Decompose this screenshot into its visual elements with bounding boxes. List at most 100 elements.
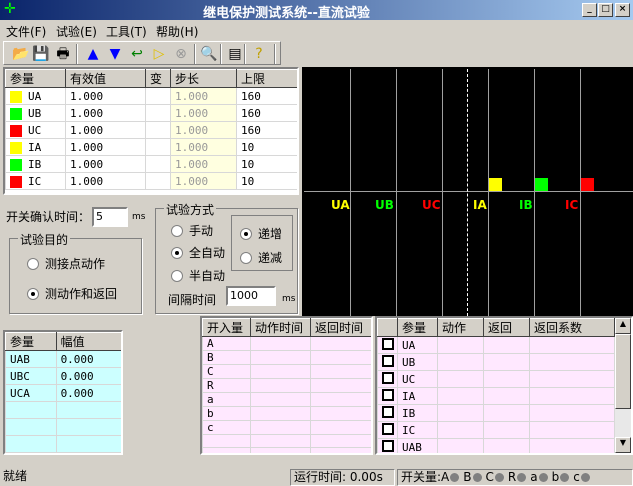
grid-line [350,69,351,316]
return-time-cell [310,364,371,379]
row-checkbox-cell[interactable] [377,438,398,453]
result-ratio-cell [529,353,615,371]
mode-title: 试验方式 [164,201,217,218]
param-value[interactable]: 1.000 [65,104,146,122]
row-checkbox-cell[interactable] [377,421,398,439]
mode-radio-manual[interactable]: 手动 [171,222,213,239]
app-icon: ✛ [4,1,16,17]
param-step[interactable]: 1.000 [170,121,237,139]
param-value[interactable]: 1.000 [65,138,146,156]
param-step[interactable]: 1.000 [170,155,237,173]
row-checkbox-cell[interactable] [377,370,398,388]
param-limit[interactable]: 10 [236,155,297,173]
result-action-cell [437,438,484,453]
empty-cell [5,418,57,436]
menu-test[interactable]: 试验(E) [56,25,97,39]
param-limit[interactable]: 10 [236,138,297,156]
param-limit[interactable]: 10 [236,172,297,190]
stop-icon[interactable]: ⊗ [175,46,187,62]
param-value[interactable]: 1.000 [65,87,146,105]
row-checkbox-cell[interactable] [377,387,398,405]
param-limit[interactable]: 160 [236,87,297,105]
menu-help[interactable]: 帮助(H) [156,25,199,39]
interval-input[interactable]: 1000 [226,286,276,306]
result-ratio-cell [529,336,615,354]
line-param: UCA [5,384,57,402]
color-swatch [10,175,22,188]
purpose-radio-contact[interactable]: 测接点动作 [27,255,105,272]
checkbox[interactable] [382,405,394,418]
param-step[interactable]: 1.000 [170,87,237,105]
line-amplitude[interactable]: 0.000 [55,384,121,402]
line-row: UBC 0.000 [5,367,121,385]
vertical-scrollbar[interactable]: ▲ ▼ [615,318,631,453]
result-row: UC [377,370,615,388]
color-swatch [10,90,22,103]
row-checkbox-cell[interactable] [377,336,398,354]
result-return-cell [483,370,530,388]
decrease-icon[interactable]: ▼ [109,46,121,62]
row-checkbox-cell[interactable] [377,404,398,422]
print-icon[interactable]: 🖶 [56,46,70,62]
close-button[interactable]: × [615,3,630,17]
param-step[interactable]: 1.000 [170,172,237,190]
mode-radio-auto[interactable]: 全自动 [171,244,225,261]
direction-radio-increase[interactable]: 递增 [240,225,282,242]
save-icon[interactable]: 💾 [32,46,50,62]
confirm-time-input[interactable]: 5 [92,207,128,227]
checkbox[interactable] [382,371,394,384]
mode-radio-semi-auto[interactable]: 半自动 [171,267,225,284]
switch-indicator-led [472,473,482,482]
open-folder-icon[interactable]: 📂 [12,46,30,62]
param-change[interactable] [145,138,171,156]
line-amplitude[interactable]: 0.000 [55,350,121,368]
line-amplitude[interactable]: 0.000 [55,367,121,385]
calculator-icon[interactable]: ▤ [228,46,242,62]
param-row[interactable]: UC 1.000 1.000 160 [5,121,297,139]
start-icon[interactable]: ▷ [153,46,165,62]
checkbox[interactable] [382,422,394,435]
param-change[interactable] [145,172,171,190]
param-value[interactable]: 1.000 [65,155,146,173]
param-change[interactable] [145,155,171,173]
param-row[interactable]: UA 1.000 1.000 160 [5,87,297,105]
scroll-thumb[interactable] [615,334,631,409]
scroll-up-button[interactable]: ▲ [615,318,631,334]
maximize-button[interactable]: □ [598,3,613,17]
switch-row: A [202,336,371,351]
param-value[interactable]: 1.000 [65,172,146,190]
param-value[interactable]: 1.000 [65,121,146,139]
param-row[interactable]: IC 1.000 1.000 10 [5,172,297,190]
help-icon[interactable]: ? [255,46,263,62]
param-row[interactable]: UB 1.000 1.000 160 [5,104,297,122]
param-limit[interactable]: 160 [236,104,297,122]
checkbox[interactable] [382,354,394,367]
param-row[interactable]: IA 1.000 1.000 10 [5,138,297,156]
minimize-button[interactable]: _ [582,3,597,17]
switch-row: b [202,406,371,421]
param-change[interactable] [145,87,171,105]
checkbox[interactable] [382,388,394,401]
param-change[interactable] [145,104,171,122]
param-change[interactable] [145,121,171,139]
menu-tools[interactable]: 工具(T) [106,25,147,39]
menu-file[interactable]: 文件(F) [6,25,47,39]
return-time-cell [310,378,371,393]
reset-icon[interactable]: ↩ [131,46,143,62]
param-step[interactable]: 1.000 [170,138,237,156]
scroll-down-button[interactable]: ▼ [615,437,631,453]
zoom-icon[interactable]: 🔍 [200,46,218,62]
empty-cell [55,418,121,436]
increase-icon[interactable]: ▲ [87,46,99,62]
param-row[interactable]: IB 1.000 1.000 10 [5,155,297,173]
direction-radio-decrease[interactable]: 递减 [240,249,282,266]
checkbox[interactable] [382,439,394,452]
row-checkbox-cell[interactable] [377,353,398,371]
col-action-time: 动作时间 [250,318,311,337]
purpose-radio-action-return[interactable]: 测动作和返回 [27,285,117,302]
param-step[interactable]: 1.000 [170,104,237,122]
checkbox[interactable] [382,337,394,350]
param-limit[interactable]: 160 [236,121,297,139]
switch-indicator-led [538,473,548,482]
